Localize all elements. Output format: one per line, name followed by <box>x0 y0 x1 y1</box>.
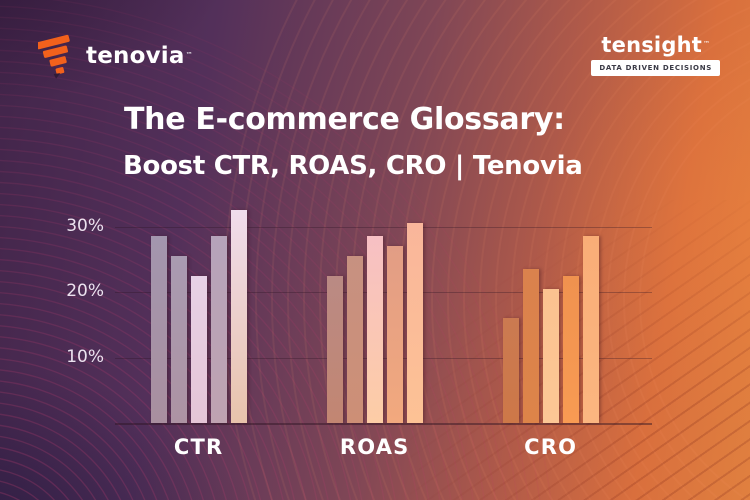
bar-cro-4 <box>562 275 579 423</box>
category-label-cro: CRO <box>524 435 578 459</box>
tensight-tagline-badge: DATA DRIVEN DECISIONS <box>591 60 720 76</box>
bar-ctr-5 <box>230 210 247 423</box>
category-label-ctr: CTR <box>173 435 224 459</box>
trademark-symbol: ™ <box>702 39 710 48</box>
trademark-symbol: ™ <box>185 50 193 59</box>
bar-ctr-2 <box>170 255 187 423</box>
bar-cro-1 <box>502 318 519 423</box>
y-tick-label-20%: 20% <box>66 281 104 301</box>
title-line-2: Boost CTR, ROAS, CRO | Tenovia <box>123 151 583 181</box>
gridline-10% <box>115 357 652 359</box>
bar-roas-4 <box>386 246 403 423</box>
bar-cro-3 <box>542 288 559 423</box>
tensight-wordmark: tensight™ <box>601 33 710 57</box>
bar-roas-3 <box>366 236 383 423</box>
bar-ctr-3 <box>190 275 207 423</box>
gridline-30% <box>115 226 652 228</box>
tensight-logo: tensight™ DATA DRIVEN DECISIONS <box>591 33 720 76</box>
tenovia-wordmark: tenovia™ <box>86 43 193 69</box>
y-tick-label-30%: 30% <box>66 215 104 236</box>
bar-roas-5 <box>406 223 423 423</box>
bar-ctr-1 <box>150 236 167 423</box>
tenovia-funnel-icon <box>38 34 70 79</box>
category-label-roas: ROAS <box>339 435 410 459</box>
bar-roas-1 <box>326 275 343 423</box>
y-tick-label-10%: 10% <box>66 346 104 367</box>
title-line-1: The E-commerce Glossary: <box>124 102 565 137</box>
bar-cro-2 <box>522 269 539 423</box>
tenovia-logo: tenovia™ <box>38 33 193 79</box>
bar-ctr-4 <box>210 236 227 423</box>
x-axis-baseline <box>115 423 652 425</box>
gridline-20% <box>115 292 652 293</box>
bar-roas-2 <box>346 255 363 423</box>
bar-cro-5 <box>582 236 599 423</box>
